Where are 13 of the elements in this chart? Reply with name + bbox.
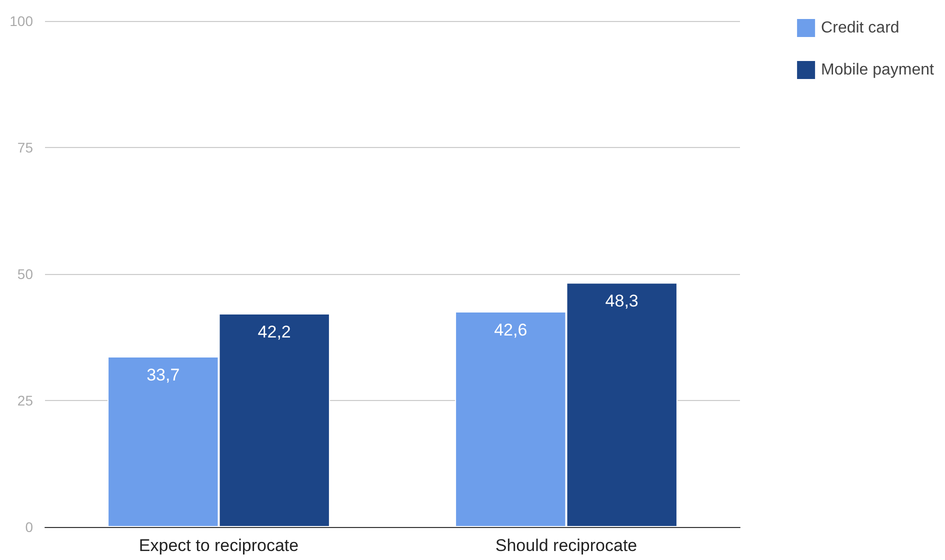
legend-label: Credit card: [821, 20, 900, 36]
legend-label: Mobile payment: [821, 62, 935, 78]
data-label: 33,7: [146, 365, 180, 384]
y-tick-label: 0: [25, 519, 34, 535]
y-tick-label: 25: [17, 392, 34, 408]
data-label: 48,3: [605, 292, 638, 311]
y-tick-label: 50: [17, 266, 34, 282]
y-tick-label: 100: [10, 13, 34, 29]
data-label: 42,2: [258, 322, 291, 342]
data-label: 42,6: [494, 320, 528, 340]
y-tick-label: 75: [17, 140, 34, 156]
x-tick-label: Expect to reciprocate: [138, 536, 299, 555]
x-tick-label: Should reciprocate: [495, 536, 638, 555]
